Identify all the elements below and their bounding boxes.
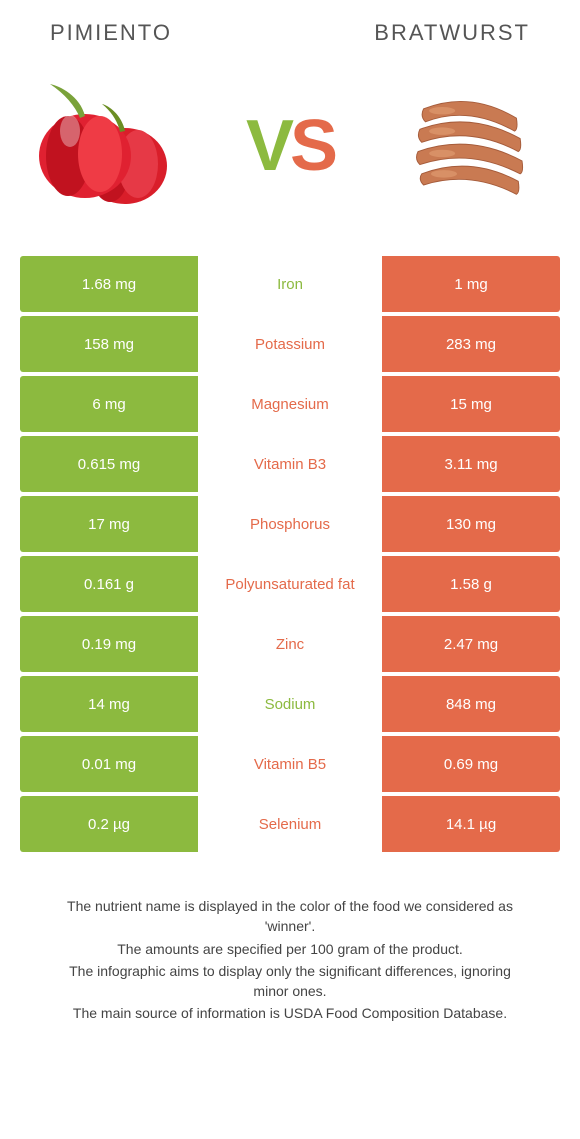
left-value: 0.19 mg [20,616,198,672]
left-value: 6 mg [20,376,198,432]
table-row: 0.2 µgSelenium14.1 µg [20,796,560,852]
left-value: 158 mg [20,316,198,372]
right-value: 283 mg [382,316,560,372]
nutrient-label: Phosphorus [198,496,382,552]
left-value: 0.01 mg [20,736,198,792]
table-row: 0.615 mgVitamin B33.11 mg [20,436,560,492]
table-row: 158 mgPotassium283 mg [20,316,560,372]
table-row: 0.01 mgVitamin B50.69 mg [20,736,560,792]
table-row: 1.68 mgIron1 mg [20,256,560,312]
footer-line-2: The amounts are specified per 100 gram o… [50,939,530,959]
nutrient-label: Sodium [198,676,382,732]
right-value: 2.47 mg [382,616,560,672]
right-value: 130 mg [382,496,560,552]
pimiento-image [30,76,190,216]
bratwurst-image [390,76,550,216]
right-value: 0.69 mg [382,736,560,792]
footer-notes: The nutrient name is displayed in the co… [20,856,560,1024]
table-row: 0.19 mgZinc2.47 mg [20,616,560,672]
left-value: 1.68 mg [20,256,198,312]
nutrient-label: Potassium [198,316,382,372]
nutrient-label: Selenium [198,796,382,852]
left-value: 0.615 mg [20,436,198,492]
right-value: 14.1 µg [382,796,560,852]
right-value: 1 mg [382,256,560,312]
nutrient-label: Vitamin B3 [198,436,382,492]
vs-s: S [290,106,334,186]
vs-label: VS [246,110,334,182]
left-value: 0.161 g [20,556,198,612]
nutrient-label: Vitamin B5 [198,736,382,792]
nutrient-table: 1.68 mgIron1 mg158 mgPotassium283 mg6 mg… [20,256,560,852]
table-row: 14 mgSodium848 mg [20,676,560,732]
right-value: 848 mg [382,676,560,732]
table-row: 0.161 gPolyunsaturated fat1.58 g [20,556,560,612]
nutrient-label: Iron [198,256,382,312]
right-food-title: Bratwurst [374,20,530,46]
left-value: 17 mg [20,496,198,552]
nutrient-label: Polyunsaturated fat [198,556,382,612]
left-value: 14 mg [20,676,198,732]
vs-v: V [246,106,290,186]
footer-line-1: The nutrient name is displayed in the co… [50,896,530,937]
nutrient-label: Zinc [198,616,382,672]
right-value: 3.11 mg [382,436,560,492]
left-value: 0.2 µg [20,796,198,852]
footer-line-3: The infographic aims to display only the… [50,961,530,1002]
hero-row: VS [20,56,560,256]
titles-row: Pimiento Bratwurst [20,20,560,56]
right-value: 15 mg [382,376,560,432]
table-row: 17 mgPhosphorus130 mg [20,496,560,552]
table-row: 6 mgMagnesium15 mg [20,376,560,432]
footer-line-4: The main source of information is USDA F… [50,1003,530,1023]
right-value: 1.58 g [382,556,560,612]
nutrient-label: Magnesium [198,376,382,432]
left-food-title: Pimiento [50,20,172,46]
